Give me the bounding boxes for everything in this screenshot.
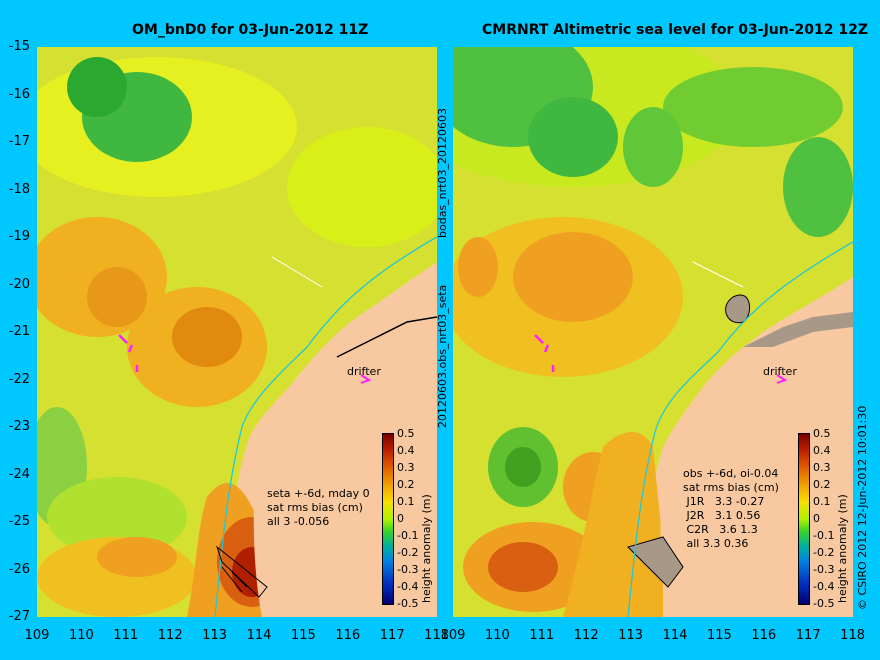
colorbar-tick-label: -0.3 — [813, 563, 835, 576]
colorbar-tick-label: -0.1 — [397, 529, 419, 542]
left-sea-level-map — [37, 47, 437, 617]
longitude-tick-label: 109 — [440, 628, 466, 643]
left-colorbar-label: height anomaly (m) — [420, 494, 433, 603]
colorbar-tick-label: 0.1 — [397, 495, 415, 508]
drifter-label: drifter — [763, 365, 797, 378]
latitude-tick-label: -24 — [8, 466, 30, 482]
colorbar-tick-label: 0 — [813, 512, 820, 525]
longitude-tick-label: 115 — [706, 628, 732, 643]
longitude-tick-label: 117 — [379, 628, 405, 643]
right-colorbar — [798, 433, 810, 605]
longitude-tick-label: 118 — [840, 628, 866, 643]
latitude-tick-label: -23 — [8, 419, 30, 434]
longitude-tick-label: 112 — [573, 628, 599, 643]
colorbar-tick-label: 0 — [397, 512, 404, 525]
latitude-tick-label: -26 — [8, 561, 30, 577]
longitude-tick-label: 110 — [68, 628, 94, 643]
right-sea-level-map — [453, 47, 853, 617]
longitude-tick-label: 116 — [751, 628, 777, 643]
longitude-tick-label: 118 — [424, 628, 450, 643]
colorbar-tick-label: -0.3 — [397, 563, 419, 576]
latitude-tick-label: -21 — [8, 324, 30, 339]
latitude-tick-label: -18 — [8, 181, 30, 197]
longitude-tick-label: 116 — [335, 628, 361, 643]
longitude-tick-label: 114 — [662, 628, 688, 643]
latitude-tick-label: -20 — [8, 276, 30, 292]
right-map-title: CMRNRT Altimetric sea level for 03-Jun-2… — [482, 22, 868, 38]
longitude-tick-label: 111 — [113, 628, 139, 643]
longitude-tick-label: 112 — [157, 628, 183, 643]
colorbar-tick-label: -0.2 — [397, 546, 419, 559]
colorbar-tick-label: -0.4 — [813, 580, 835, 593]
right-map-panel: drifter obs +-6d, oi-0.04 sat rms bias (… — [453, 47, 853, 617]
latitude-tick-label: -27 — [8, 609, 30, 624]
longitude-tick-label: 113 — [202, 628, 228, 643]
colorbar-tick-label: 0.2 — [397, 478, 415, 491]
colorbar-tick-label: -0.4 — [397, 580, 419, 593]
colorbar-tick-label: 0.4 — [397, 444, 415, 457]
colorbar-tick-label: 0.2 — [813, 478, 831, 491]
longitude-tick-label: 111 — [529, 628, 555, 643]
longitude-tick-label: 115 — [290, 628, 316, 643]
obs-file-text: 20120603.obs_nrt03_seta — [436, 284, 449, 428]
right-colorbar-label: height anomaly (m) — [836, 494, 849, 603]
credit-text: © CSIRO 2012 12-Jun-2012 10:01:30 — [856, 405, 869, 610]
latitude-tick-label: -19 — [8, 229, 30, 244]
left-map-title: OM_bnD0 for 03-Jun-2012 11Z — [132, 22, 369, 38]
latitude-tick-label: -25 — [8, 514, 30, 529]
colorbar-tick-label: -0.5 — [813, 597, 835, 610]
longitude-tick-label: 117 — [795, 628, 821, 643]
left-colorbar — [382, 433, 394, 605]
colorbar-tick-label: 0.5 — [397, 427, 415, 440]
drifter-label: drifter — [347, 365, 381, 378]
longitude-tick-label: 113 — [618, 628, 644, 643]
colorbar-tick-label: 0.3 — [813, 461, 831, 474]
colorbar-tick-label: 0.1 — [813, 495, 831, 508]
longitude-tick-label: 110 — [484, 628, 510, 643]
colorbar-tick-label: -0.1 — [813, 529, 835, 542]
left-info-text: seta +-6d, mday 0 sat rms bias (cm) all … — [267, 487, 370, 528]
colorbar-tick-label: 0.4 — [813, 444, 831, 457]
longitude-tick-label: 114 — [246, 628, 272, 643]
colorbar-tick-label: -0.5 — [397, 597, 419, 610]
latitude-tick-label: -15 — [8, 39, 30, 54]
right-info-text: obs +-6d, oi-0.04 sat rms bias (cm) J1R … — [683, 467, 779, 550]
latitude-tick-label: -17 — [8, 134, 30, 149]
longitude-tick-label: 109 — [24, 628, 50, 643]
colorbar-tick-label: 0.5 — [813, 427, 831, 440]
run-id-text: bodas_nrt03_20120603 — [436, 108, 449, 238]
latitude-tick-label: -16 — [8, 86, 30, 102]
colorbar-tick-label: 0.3 — [397, 461, 415, 474]
colorbar-tick-label: -0.2 — [813, 546, 835, 559]
latitude-tick-label: -22 — [8, 371, 30, 387]
left-map-panel: drifter seta +-6d, mday 0 sat rms bias (… — [37, 47, 437, 617]
